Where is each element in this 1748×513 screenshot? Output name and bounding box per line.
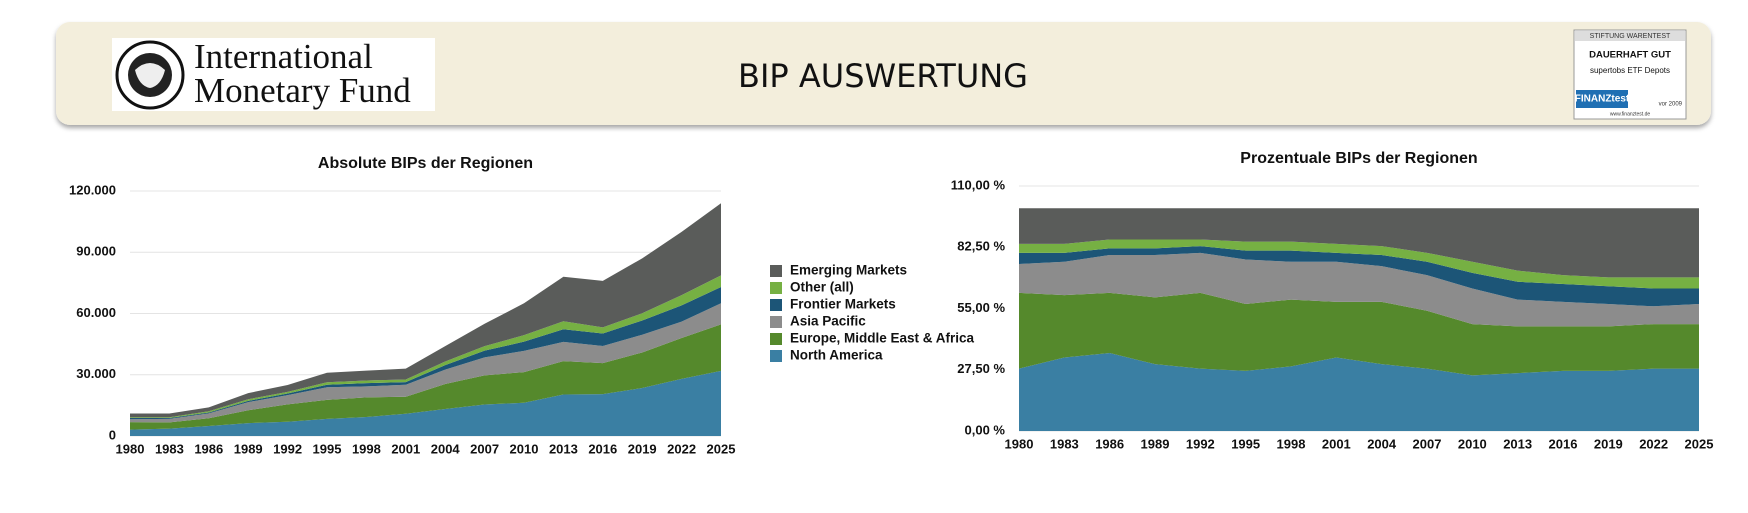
x-tick-label: 2016 [588, 441, 617, 456]
legend-label: Asia Pacific [790, 314, 866, 329]
y-tick-label: 110,00 % [951, 177, 1006, 192]
badge-text: vor 2009 [1659, 102, 1683, 108]
x-tick-label: 2025 [707, 441, 736, 456]
x-tick-label: 2010 [1458, 436, 1487, 451]
area [130, 303, 721, 423]
x-tick-label: 2001 [391, 441, 420, 456]
x-tick-label: 2022 [667, 441, 696, 456]
logo-line: International [194, 37, 373, 76]
badge-text: www.finanztest.de [1610, 111, 1651, 117]
legend-label: Other (all) [790, 280, 854, 295]
legend-swatch [770, 333, 782, 345]
area [1019, 353, 1699, 431]
area [1019, 239, 1699, 289]
y-tick-label: 0 [109, 427, 116, 442]
x-tick-label: 2019 [1594, 436, 1623, 451]
area [1019, 292, 1699, 376]
area [130, 324, 721, 430]
x-tick-label: 2025 [1685, 436, 1714, 451]
x-tick-label: 1980 [1005, 436, 1034, 451]
area [130, 370, 721, 436]
x-tick-label: 1992 [273, 441, 302, 456]
x-tick-label: 1998 [352, 441, 381, 456]
x-tick-label: 1998 [1277, 436, 1306, 451]
badge-text: FINANZtest [1575, 94, 1630, 105]
x-tick-label: 2004 [1367, 436, 1397, 451]
x-tick-label: 1986 [1095, 436, 1124, 451]
test-badge: STIFTUNG WARENTEST DAUERHAFT GUT superto… [1573, 29, 1687, 120]
legend-label: Europe, Middle East & Africa [790, 331, 975, 346]
imf-logo: International Monetary Fund [112, 37, 435, 111]
badge-text: supertobs ETF Depots [1590, 66, 1670, 75]
legend-label: North America [790, 348, 883, 363]
area [1019, 252, 1699, 327]
x-tick-label: 1995 [1231, 436, 1260, 451]
x-tick-label: 2019 [628, 441, 657, 456]
x-tick-label: 2022 [1639, 436, 1668, 451]
x-tick-label: 1983 [155, 441, 184, 456]
x-tick-label: 1983 [1050, 436, 1079, 451]
area [1019, 208, 1699, 278]
badge-text: DAUERHAFT GUT [1589, 50, 1671, 61]
x-tick-label: 1995 [313, 441, 342, 456]
legend-swatch [770, 350, 782, 362]
x-tick-label: 1980 [116, 441, 145, 456]
x-tick-label: 1989 [234, 441, 263, 456]
x-tick-label: 2010 [510, 441, 539, 456]
x-tick-label: 1989 [1141, 436, 1170, 451]
legend-swatch [770, 282, 782, 294]
legend-label: Frontier Markets [790, 297, 896, 312]
y-tick-label: 90.000 [76, 244, 116, 259]
x-tick-label: 2007 [470, 441, 499, 456]
x-tick-label: 2013 [1503, 436, 1532, 451]
y-tick-label: 0,00 % [965, 422, 1006, 437]
chart-title: Absolute BIPs der Regionen [318, 155, 533, 172]
legend-swatch [770, 316, 782, 328]
x-tick-label: 2004 [431, 441, 461, 456]
area [130, 203, 721, 418]
y-tick-label: 120.000 [69, 182, 116, 197]
legend-swatch [770, 299, 782, 311]
area [1019, 246, 1699, 307]
x-tick-label: 1986 [194, 441, 223, 456]
y-tick-label: 60.000 [76, 305, 116, 320]
legend-label: Emerging Markets [790, 263, 907, 278]
legend-swatch [770, 265, 782, 277]
badge-text: STIFTUNG WARENTEST [1590, 33, 1671, 40]
y-tick-label: 82,50 % [957, 239, 1005, 254]
x-tick-label: 2013 [549, 441, 578, 456]
chart-title: Prozentuale BIPs der Regionen [1240, 150, 1477, 167]
x-tick-label: 2007 [1413, 436, 1442, 451]
x-tick-label: 1992 [1186, 436, 1215, 451]
x-tick-label: 2001 [1322, 436, 1351, 451]
y-tick-label: 27,50 % [957, 361, 1005, 376]
header-bar [56, 22, 1711, 125]
y-tick-label: 30.000 [76, 366, 116, 381]
logo-line: Monetary Fund [194, 71, 411, 110]
x-tick-label: 2016 [1549, 436, 1578, 451]
page-title: BIP AUSWERTUNG [738, 57, 1028, 95]
y-tick-label: 55,00 % [957, 300, 1005, 315]
